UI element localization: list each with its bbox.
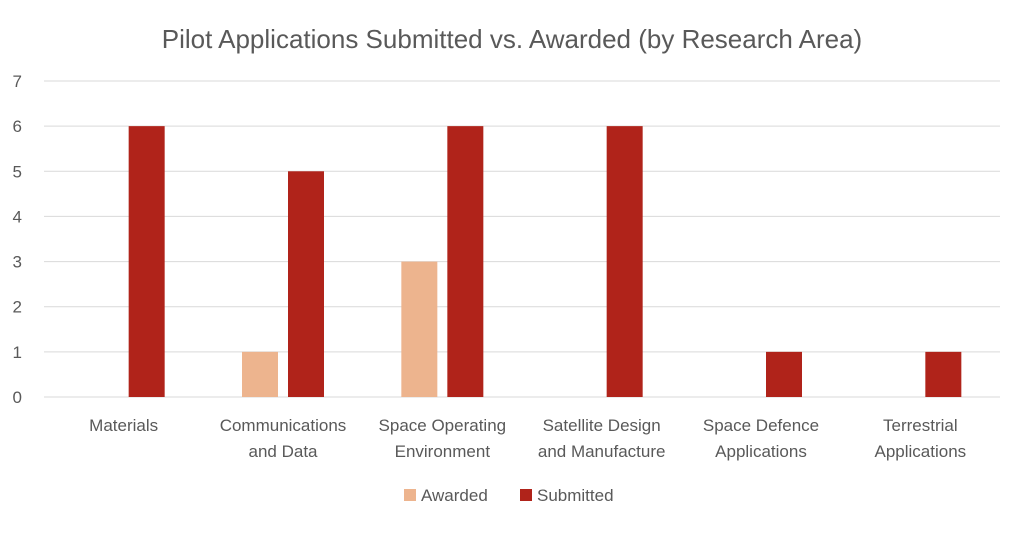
legend-swatch: [404, 489, 416, 501]
legend-swatch: [520, 489, 532, 501]
y-tick-label: 3: [13, 253, 22, 272]
x-tick-label: Satellite Design: [543, 416, 661, 435]
bar-submitted: [606, 126, 643, 398]
x-tick-label: Space Operating: [379, 416, 507, 435]
legend: Awarded Submitted: [404, 486, 614, 505]
x-tick-label: Environment: [395, 442, 491, 461]
bar-awarded: [242, 351, 278, 397]
y-tick-label: 2: [13, 298, 22, 317]
x-tick-label: and Manufacture: [538, 442, 666, 461]
legend-label: Awarded: [421, 486, 488, 505]
x-tick-label: Communications: [220, 416, 347, 435]
y-tick-label: 4: [13, 207, 22, 226]
y-tick-label: 6: [13, 117, 22, 136]
bar-submitted: [447, 126, 484, 398]
bar-submitted: [925, 351, 962, 397]
y-axis-ticks: 0 1 2 3 4 5 6 7: [13, 72, 22, 407]
bar-awarded: [401, 261, 438, 397]
y-tick-label: 5: [13, 162, 22, 181]
bar-submitted: [766, 351, 802, 397]
x-axis-labels: Materials Communications and Data Space Ope…: [89, 416, 966, 461]
y-tick-label: 7: [13, 72, 22, 91]
bar-submitted: [288, 171, 324, 397]
y-tick-label: 0: [13, 388, 22, 407]
y-tick-label: 1: [13, 343, 22, 362]
x-tick-label: Materials: [89, 416, 158, 435]
legend-label: Submitted: [537, 486, 614, 505]
chart-title: Pilot Applications Submitted vs. Awarded…: [162, 24, 862, 54]
x-tick-label: Applications: [874, 442, 966, 461]
bar-submitted: [128, 126, 165, 398]
bars: [128, 126, 962, 398]
x-tick-label: and Data: [249, 442, 319, 461]
gridlines: [44, 80, 1000, 398]
x-tick-label: Applications: [715, 442, 807, 461]
x-tick-label: Terrestrial: [883, 416, 958, 435]
x-tick-label: Space Defence: [703, 416, 819, 435]
